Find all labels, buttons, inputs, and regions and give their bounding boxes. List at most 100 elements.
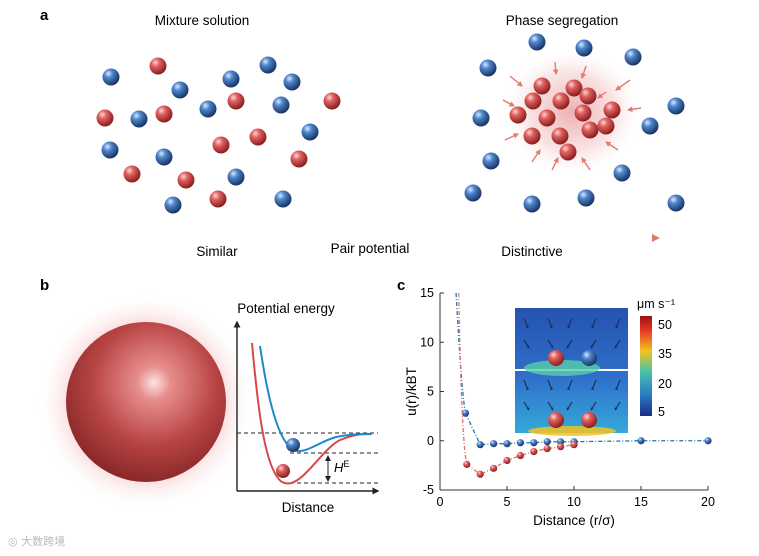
c-x-tick-label: 15	[634, 495, 648, 509]
c-series-steep-wall	[455, 292, 467, 414]
c-x-axis-label: Distance (r/σ)	[533, 513, 615, 528]
red-particle	[249, 128, 267, 146]
c-data-point	[543, 438, 551, 446]
blue-particle	[199, 100, 217, 118]
inward-arrow	[509, 75, 523, 87]
segregation-title: Phase segregation	[506, 13, 619, 28]
c-data-point	[490, 464, 498, 472]
cluster-red-particle	[574, 104, 592, 122]
cluster-red-particle	[524, 92, 542, 110]
c-data-point	[637, 437, 645, 445]
c-x-tick-label: 5	[504, 495, 511, 509]
flow-arrow	[590, 339, 597, 349]
blue-particle	[283, 73, 301, 91]
flow-arrow	[615, 317, 621, 329]
flow-arrow	[567, 379, 573, 391]
inward-arrow	[531, 149, 541, 163]
he-main: H	[334, 460, 344, 475]
inward-arrow	[626, 106, 642, 113]
label-pair-potential: Pair potential	[331, 241, 410, 256]
colorbar-tick-50: 50	[658, 318, 672, 332]
colorbar-tick-20: 20	[658, 377, 672, 391]
potential-energy-label: Potential energy	[237, 301, 335, 316]
inset-bottom-glow	[528, 426, 616, 436]
blue-particle	[155, 148, 173, 166]
c-data-point	[461, 409, 470, 417]
flow-arrow	[523, 401, 530, 411]
c-data-point	[570, 441, 578, 449]
cluster-red-particle	[565, 79, 583, 97]
c-data-point	[503, 440, 511, 448]
inset-bottom-red-particle-2	[581, 412, 597, 428]
cluster-red-particle	[603, 101, 621, 119]
flow-arrow	[615, 379, 621, 391]
red-particle	[212, 136, 230, 154]
c-data-point	[704, 437, 712, 445]
red-particle	[227, 92, 245, 110]
c-data-point	[530, 439, 538, 447]
outer-blue-particle	[528, 33, 546, 51]
b-red-particle	[276, 464, 290, 478]
inward-arrow	[605, 141, 619, 151]
panel-c-letter: c	[397, 277, 405, 294]
flow-arrow	[566, 339, 573, 349]
blue-particle	[272, 96, 290, 114]
c-y-tick-label: 15	[420, 286, 434, 300]
colorbar-tick-5: 5	[658, 405, 665, 419]
flow-arrow	[590, 401, 597, 411]
flow-arrow	[566, 401, 573, 411]
inward-arrow	[551, 156, 559, 171]
outer-blue-particle	[523, 195, 541, 213]
c-series-line	[466, 444, 575, 475]
c-data-point	[516, 451, 525, 460]
c-y-tick-label: 10	[420, 335, 434, 349]
c-y-tick-label: -5	[423, 483, 434, 497]
inward-arrow	[552, 61, 559, 76]
red-particle	[123, 165, 141, 183]
flow-arrow	[523, 317, 529, 329]
flow-arrow	[547, 401, 554, 411]
red-particle	[149, 57, 167, 75]
panel-b-letter: b	[40, 277, 49, 294]
red-particle	[323, 92, 341, 110]
cluster-red-particle	[552, 92, 570, 110]
c-series-steep-wall	[458, 292, 468, 465]
cluster-red-particle	[551, 127, 569, 145]
c-data-point	[476, 441, 484, 449]
c-data-point	[530, 447, 538, 456]
cluster-particles	[464, 33, 685, 213]
red-particle	[155, 105, 173, 123]
blue-particle	[164, 196, 182, 214]
inward-arrow	[504, 133, 520, 141]
c-data-point	[557, 438, 565, 446]
flow-arrow	[567, 317, 573, 329]
flow-arrow	[591, 317, 597, 329]
outer-blue-particle	[575, 39, 593, 57]
c-data-point	[543, 445, 551, 453]
outer-blue-particle	[624, 48, 642, 66]
inset-bottom-red-particle-1	[548, 412, 564, 428]
inset-top-red-particle	[548, 350, 564, 366]
blue-particle	[130, 110, 148, 128]
colorbar-unit: μm s⁻¹	[637, 297, 675, 311]
colorbar-tick-35: 35	[658, 347, 672, 361]
c-y-tick-label: 0	[427, 434, 434, 448]
outer-blue-particle	[613, 164, 631, 182]
inward-arrow	[615, 79, 631, 91]
blue-potential-curve	[259, 345, 373, 453]
red-particle	[290, 150, 308, 168]
cluster-red-particle	[533, 77, 551, 95]
label-similar: Similar	[196, 244, 238, 259]
flow-arrow	[547, 339, 554, 349]
c-x-tick-label: 10	[567, 495, 581, 509]
flow-arrow	[614, 401, 621, 411]
b-blue-particle	[286, 438, 300, 452]
flow-arrow	[614, 339, 621, 349]
c-y-tick-label: 5	[427, 385, 434, 399]
c-data-point	[476, 470, 484, 478]
inward-arrow	[580, 65, 587, 80]
label-distinctive: Distinctive	[501, 244, 563, 259]
blue-particle	[102, 68, 120, 86]
mixture-title: Mixture solution	[155, 13, 250, 28]
